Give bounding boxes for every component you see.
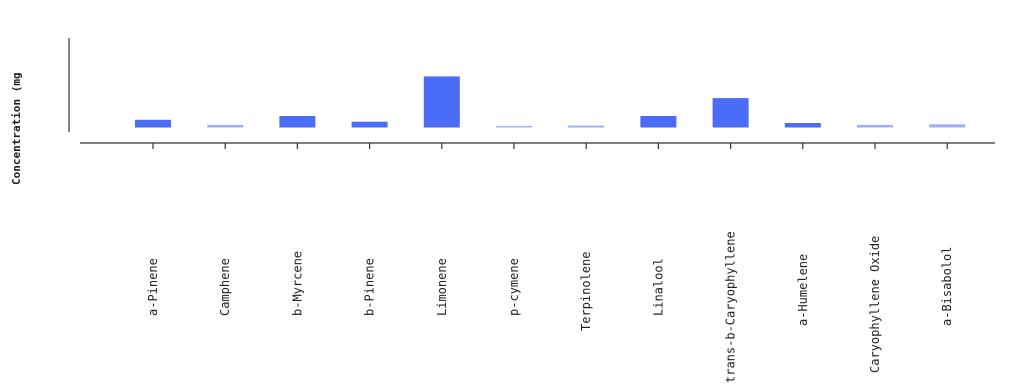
bar-linalool <box>640 116 677 128</box>
x-tick-label-a-bisabolol: a-Bisabolol <box>940 247 954 326</box>
x-tick-label-a-humelene: a-Humelene <box>796 254 810 326</box>
bar-terpinolene <box>568 125 605 128</box>
bar-b-myrcene <box>279 116 316 128</box>
x-tick-label-a-pinene: a-Pinene <box>146 258 160 316</box>
bar-p-cymene <box>496 126 532 128</box>
bar-camphene <box>207 124 244 128</box>
x-ticks-group <box>152 143 948 149</box>
bar-limonene <box>423 76 460 128</box>
x-tick-label-b-myrcene: b-Myrcene <box>290 251 304 316</box>
x-tick-label-caryophyllene-oxide: Caryophyllene Oxide <box>868 236 882 373</box>
bar-a-bisabolol <box>929 124 966 128</box>
x-tick-label-terpinolene: Terpinolene <box>579 252 593 331</box>
bar-trans-b-caryophyllene <box>712 98 749 128</box>
x-tick-label-p-cymene: p-cymene <box>507 258 521 316</box>
x-tick-labels-group: a-Pinene Camphene b-Myrcene b-Pinene Limonen… <box>146 231 954 383</box>
bar-caryophyllene-oxide <box>857 124 893 128</box>
x-tick-label-trans-b-caryophyllene: trans-b-Caryophyllene <box>724 231 738 383</box>
x-tick-label-b-pinene: b-Pinene <box>363 258 377 316</box>
x-tick-label-camphene: Camphene <box>218 258 232 316</box>
bar-a-pinene <box>135 119 171 128</box>
y-axis-label: Concentration (mg <box>10 72 23 185</box>
bar-b-pinene <box>351 121 388 128</box>
x-tick-label-limonene: Limonene <box>435 258 449 316</box>
x-tick-label-linalool: Linalool <box>651 258 665 316</box>
bars-group <box>135 76 966 128</box>
bar-a-humelene <box>784 123 821 128</box>
